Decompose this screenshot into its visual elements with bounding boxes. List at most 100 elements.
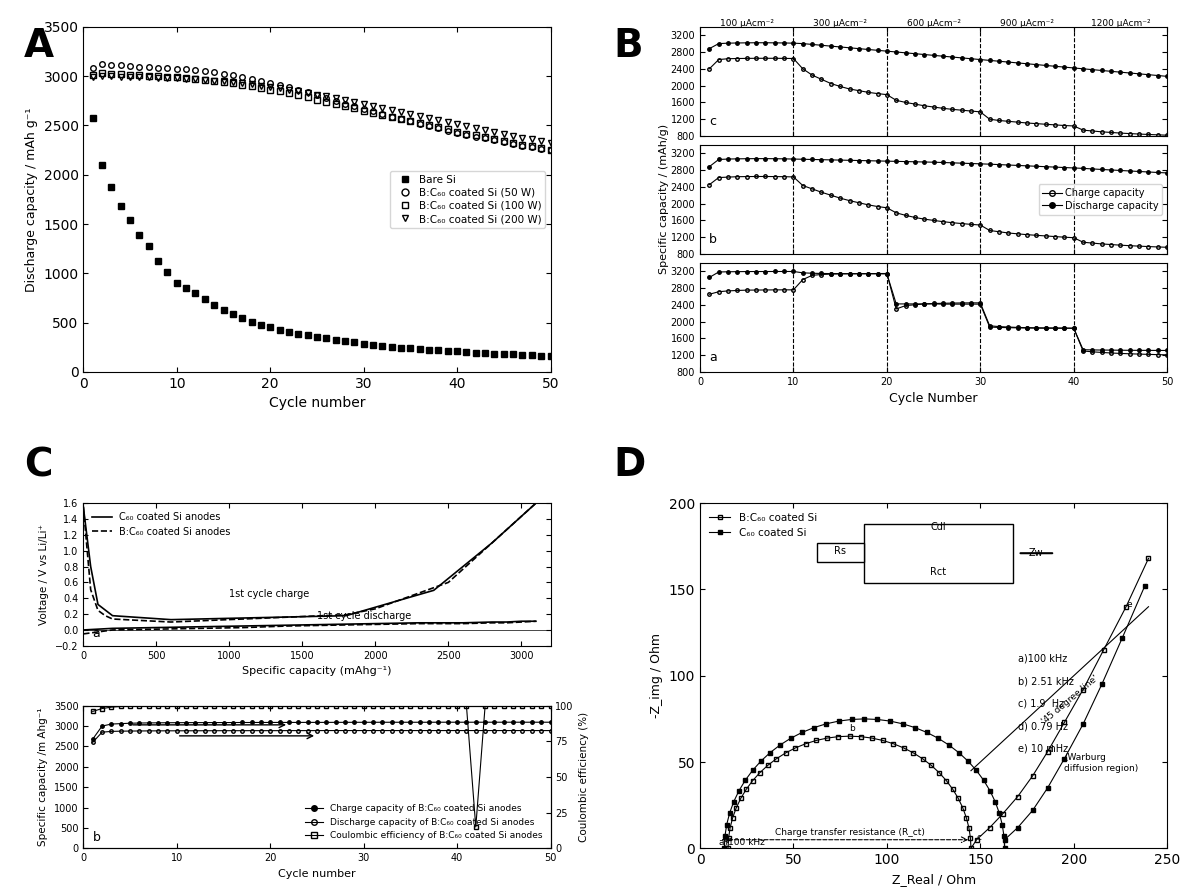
B:C₆₀ coated Si [740,784,754,795]
B:C₆₀ coated Si anodes [529,497,543,508]
Discharge capacity of B:C₆₀ coated Si anodes [460,725,474,736]
B:C₆₀ coated Si [809,735,823,746]
B:C₆₀ coated Si [924,760,939,771]
C₆₀ coated Si [992,807,1006,818]
B:C₆₀ coated Si [769,754,784,764]
Charge capacity of B:C₆₀ coated Si anodes [450,717,464,728]
C₆₀ coated Si [994,819,1009,830]
Y-axis label: Specific capacity /m Ahg⁻¹: Specific capacity /m Ahg⁻¹ [38,708,48,847]
C₆₀ coated Si [831,716,846,727]
Coulombic efficiency of B:C₆₀ coated Si anodes [497,700,511,711]
Charge capacity of B:C₆₀ coated Si anodes [273,717,287,728]
C₆₀ coated Si anodes [426,585,441,596]
Charge capacity of B:C₆₀ coated Si anodes [123,718,137,729]
X-axis label: Specific capacity (mAhg⁻¹): Specific capacity (mAhg⁻¹) [242,666,392,676]
Coulombic efficiency of B:C₆₀ coated Si anodes [460,700,474,711]
C₆₀ coated Si [1137,580,1152,591]
Legend: C₆₀ coated Si anodes, B:C₆₀ coated Si anodes: C₆₀ coated Si anodes, B:C₆₀ coated Si an… [88,508,235,540]
Text: 900 μAcm⁻²: 900 μAcm⁻² [1000,19,1054,28]
Discharge capacity of B:C₆₀ coated Si anodes [329,725,343,736]
Discharge capacity of B:C₆₀ coated Si anodes [543,725,557,736]
Charge capacity of B:C₆₀ coated Si anodes [217,717,231,728]
Charge capacity of B:C₆₀ coated Si anodes [329,717,343,728]
C₆₀ coated Si [746,765,760,776]
C₆₀ coated Si [919,727,934,738]
C₆₀ coated Si [942,739,956,750]
C₆₀ coated Si [717,843,731,854]
Discharge capacity of B:C₆₀ coated Si anodes [319,725,333,736]
Line: C₆₀ coated Si: C₆₀ coated Si [722,584,1147,850]
C₆₀ coated Si [977,775,991,786]
Charge capacity of B:C₆₀ coated Si anodes [460,717,474,728]
C₆₀ coated Si [908,722,922,733]
C₆₀ coated Si anodes [485,538,499,548]
B:C₆₀ coated Si [916,754,930,764]
C₆₀ coated Si anodes [207,613,222,624]
Discharge capacity of B:C₆₀ coated Si anodes [95,727,110,738]
C₆₀ coated Si [931,733,946,744]
Charge capacity of B:C₆₀ coated Si anodes [394,717,409,728]
C₆₀ coated Si [719,819,734,830]
C₆₀ coated Si anodes [368,602,382,613]
B:C₆₀ coated Si [962,822,977,833]
B:C₆₀ coated Si [952,793,966,804]
B:C₆₀ coated Si anodes [515,511,529,522]
B:C₆₀ coated Si [1010,791,1024,802]
Coulombic efficiency of B:C₆₀ coated Si anodes [329,700,343,711]
B:C₆₀ coated Si [842,730,856,741]
Discharge capacity of B:C₆₀ coated Si anodes [86,737,100,747]
C₆₀ coated Si anodes [179,614,193,625]
Charge capacity of B:C₆₀ coated Si anodes [113,718,127,729]
C₆₀ coated Si anodes [237,613,251,623]
Y-axis label: Specific capacity / (mAh/g): Specific capacity / (mAh/g) [659,124,669,274]
B:C₆₀ coated Si anodes [207,615,222,626]
C₆₀ coated Si [1075,719,1090,730]
C₆₀ coated Si [871,714,885,725]
B:C₆₀ coated Si anodes [106,613,120,624]
Charge capacity of B:C₆₀ coated Si anodes [198,717,212,728]
Coulombic efficiency of B:C₆₀ coated Si anodes [431,700,445,711]
Legend: B:C₆₀ coated Si, C₆₀ coated Si: B:C₆₀ coated Si, C₆₀ coated Si [705,508,821,542]
C₆₀ coated Si [1025,805,1040,815]
Charge capacity of B:C₆₀ coated Si anodes [86,734,100,745]
Charge capacity of B:C₆₀ coated Si anodes [516,717,530,728]
B:C₆₀ coated Si anodes [164,617,179,628]
B:C₆₀ coated Si anodes [281,612,295,622]
Text: 1st cycle charge: 1st cycle charge [230,588,310,598]
Charge capacity of B:C₆₀ coated Si anodes [487,717,501,728]
Charge capacity of B:C₆₀ coated Si anodes [404,717,418,728]
Charge capacity of B:C₆₀ coated Si anodes [356,717,370,728]
Coulombic efficiency of B:C₆₀ coated Si anodes [506,700,520,711]
C₆₀ coated Si anodes [223,613,237,623]
Charge capacity of B:C₆₀ coated Si anodes [534,717,548,728]
B:C₆₀ coated Si [1097,645,1111,655]
Charge capacity of B:C₆₀ coated Si anodes [151,717,166,728]
Legend: Charge capacity, Discharge capacity: Charge capacity, Discharge capacity [1039,184,1162,214]
Charge capacity of B:C₆₀ coated Si anodes [244,717,258,728]
B:C₆₀ coated Si [761,760,775,771]
Discharge capacity of B:C₆₀ coated Si anodes [478,725,492,736]
Discharge capacity of B:C₆₀ coated Si anodes [431,725,445,736]
B:C₆₀ coated Si anodes [485,538,499,548]
Discharge capacity of B:C₆₀ coated Si anodes [300,725,314,736]
B:C₆₀ coated Si [964,832,978,843]
Coulombic efficiency of B:C₆₀ coated Si anodes [291,700,305,711]
Text: a)100 kHz: a)100 kHz [718,838,765,847]
C₆₀ coated Si anodes [398,594,412,605]
Text: D: D [613,446,646,485]
Text: 600 μAcm⁻²: 600 μAcm⁻² [906,19,961,28]
C₆₀ coated Si [754,755,768,766]
B:C₆₀ coated Si anodes [237,613,251,624]
Coulombic efficiency of B:C₆₀ coated Si anodes [188,700,202,711]
Charge capacity of B:C₆₀ coated Si anodes [497,717,511,728]
C₆₀ coated Si [858,714,872,724]
Coulombic efficiency of B:C₆₀ coated Si anodes [86,706,100,717]
C₆₀ coated Si [896,719,910,730]
Charge capacity of B:C₆₀ coated Si anodes [207,717,222,728]
C₆₀ coated Si [718,831,732,842]
Coulombic efficiency of B:C₆₀ coated Si anodes [95,703,110,714]
Coulombic efficiency of B:C₆₀ coated Si anodes [543,700,557,711]
C₆₀ coated Si [998,843,1012,854]
C₆₀ coated Si anodes [382,597,397,608]
C₆₀ coated Si [819,719,834,730]
